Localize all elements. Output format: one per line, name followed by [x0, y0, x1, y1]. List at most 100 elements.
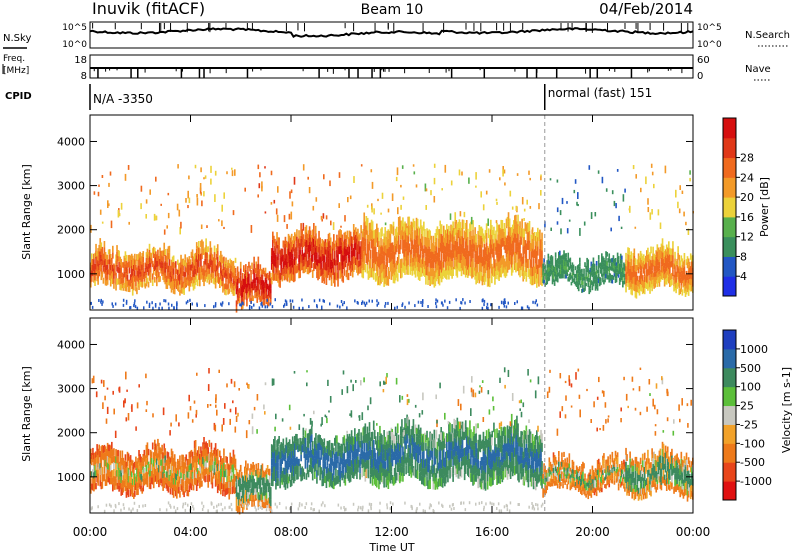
- heatmap-cell: [403, 264, 405, 273]
- heatmap-cell: [173, 278, 176, 284]
- heatmap-cell: [207, 454, 210, 461]
- heatmap-cell: [429, 258, 431, 268]
- heatmap-cell: [258, 183, 261, 189]
- heatmap-cell: [200, 224, 203, 229]
- heatmap-cell: [227, 469, 229, 476]
- heatmap-cell: [597, 264, 600, 270]
- heatmap-cell: [679, 266, 682, 272]
- heatmap-cell: [362, 229, 365, 238]
- heatmap-cell: [427, 267, 429, 276]
- heatmap-cell: [113, 448, 115, 456]
- heatmap-cell: [205, 265, 207, 273]
- heatmap-cell: [596, 269, 599, 274]
- heatmap-cell: [152, 246, 155, 253]
- heatmap-cell: [212, 461, 215, 468]
- heatmap-cell: [315, 440, 317, 449]
- heatmap-cell: [205, 441, 207, 448]
- heatmap-cell: [425, 265, 427, 276]
- heatmap-cell: [96, 251, 98, 257]
- heatmap-cell: [623, 262, 625, 267]
- heatmap-cell: [456, 268, 459, 278]
- heatmap-cell: [276, 463, 278, 471]
- heatmap-cell: [274, 473, 276, 481]
- heatmap-cell: [194, 268, 197, 275]
- heatmap-cell: [202, 471, 204, 479]
- heatmap-cell: [586, 257, 588, 263]
- heatmap-cell: [140, 456, 142, 463]
- heatmap-cell: [133, 264, 135, 272]
- heatmap-cell: [161, 444, 163, 452]
- heatmap-cell: [220, 250, 222, 257]
- heatmap-cell: [148, 274, 151, 281]
- heatmap-cell: [167, 452, 170, 459]
- heatmap-cell: [486, 270, 489, 279]
- heatmap-cell: [183, 277, 185, 284]
- heatmap-cell: [575, 273, 578, 277]
- heatmap-cell: [241, 505, 244, 513]
- heatmap-cell: [228, 273, 231, 279]
- heatmap-cell: [541, 241, 543, 251]
- heatmap-cell: [506, 244, 509, 255]
- heatmap-cell: [183, 468, 185, 474]
- heatmap-cell: [227, 271, 229, 278]
- heatmap-cell: [494, 267, 496, 277]
- date-label: 04/Feb/2014: [599, 0, 693, 18]
- heatmap-cell: [301, 473, 304, 481]
- heatmap-cell: [112, 449, 114, 457]
- heatmap-cell: [140, 462, 142, 469]
- heatmap-cell: [468, 267, 470, 276]
- heatmap-cell: [412, 253, 415, 262]
- heatmap-cell: [554, 262, 557, 267]
- heatmap-cell: [288, 474, 291, 482]
- heatmap-cell: [156, 451, 158, 459]
- heatmap-cell: [428, 229, 430, 238]
- heatmap-cell: [196, 259, 199, 267]
- heatmap-cell: [139, 257, 141, 264]
- heatmap-cell: [282, 254, 285, 262]
- heatmap-cell: [190, 277, 193, 284]
- heatmap-cell: [203, 273, 205, 280]
- heatmap-cell: [363, 231, 366, 242]
- heatmap-cell: [648, 281, 650, 289]
- heatmap-cell: [433, 270, 436, 280]
- heatmap-cell: [247, 271, 249, 277]
- heatmap-cell: [358, 459, 360, 468]
- heatmap-cell: [109, 471, 112, 478]
- heatmap-cell: [233, 487, 236, 494]
- heatmap-cell: [343, 247, 346, 255]
- heatmap-cell: [346, 441, 349, 449]
- heatmap-cell: [239, 478, 242, 486]
- heatmap-cell: [228, 302, 230, 306]
- heatmap-cell: [143, 455, 146, 462]
- heatmap-cell: [433, 177, 436, 185]
- heatmap-cell: [368, 299, 370, 303]
- heatmap-cell: [212, 262, 215, 268]
- heatmap-cell: [309, 230, 312, 238]
- heatmap-cell: [170, 448, 173, 456]
- heatmap-cell: [307, 440, 310, 448]
- heatmap-cell: [340, 245, 342, 254]
- heatmap-cell: [400, 220, 402, 231]
- heatmap-cell: [123, 272, 126, 278]
- heatmap-cell: [596, 283, 599, 288]
- heatmap-cell: [101, 452, 104, 460]
- heatmap-cell: [618, 263, 621, 267]
- heatmap-cell: [316, 457, 318, 464]
- heatmap-cell: [396, 305, 398, 309]
- heatmap-cell: [648, 254, 650, 262]
- heatmap-cell: [476, 273, 479, 283]
- heatmap-cell: [579, 280, 581, 285]
- heatmap-cell: [282, 453, 285, 461]
- heatmap-cell: [339, 445, 341, 453]
- heatmap-cell: [450, 233, 452, 242]
- heatmap-cell: [137, 265, 139, 271]
- heatmap-cell: [521, 266, 523, 276]
- heatmap-cell: [422, 264, 424, 274]
- heatmap-cell: [254, 283, 256, 289]
- heatmap-cell: [338, 262, 340, 271]
- heatmap-cell: [96, 276, 98, 282]
- heatmap-cell: [610, 227, 612, 232]
- heatmap-cell: [232, 478, 235, 486]
- heatmap-cell: [304, 453, 307, 461]
- heatmap-cell: [605, 251, 607, 256]
